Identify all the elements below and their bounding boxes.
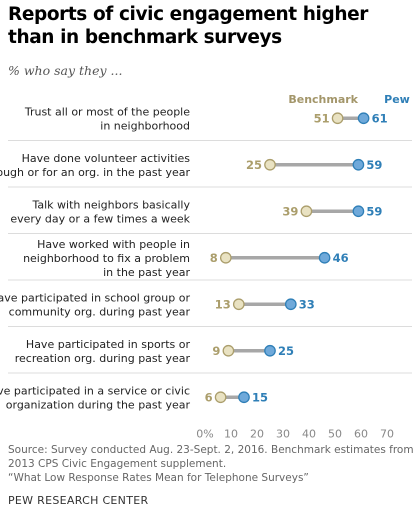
dot-plot: Benchmark Pew Trust all or most of the peo… xyxy=(0,93,412,441)
x-tick-label: 70 xyxy=(380,428,394,441)
row-label: neighborhood to fix a problem xyxy=(23,252,190,265)
source-line: Source: Survey conducted Aug. 23-Sept. 2… xyxy=(8,444,414,456)
pew-value-label: 61 xyxy=(372,111,388,125)
benchmark-dot xyxy=(264,158,276,171)
pew-value-label: 25 xyxy=(278,344,294,358)
source-line: 2013 CPS Civic Engagement supplement. xyxy=(8,458,227,470)
legend-benchmark: Benchmark xyxy=(288,93,358,106)
row-label: every day or a few times a week xyxy=(10,212,190,225)
chart-subtitle: % who say they ... xyxy=(8,63,123,78)
row-label: Have done volunteer activities xyxy=(22,152,191,165)
benchmark-dot xyxy=(331,112,344,125)
benchmark-dot xyxy=(219,251,232,264)
pew-value-label: 15 xyxy=(252,390,268,404)
publisher-footer: PEW RESEARCH CENTER xyxy=(8,494,149,507)
legend-pew: Pew xyxy=(384,93,410,106)
x-tick-label: 10 xyxy=(224,428,238,441)
title-line: Reports of civic engagement higher xyxy=(8,4,368,25)
benchmark-value-label: 39 xyxy=(282,204,298,218)
row-label: organization during the past year xyxy=(6,398,191,411)
benchmark-dot xyxy=(214,391,227,404)
pew-dot xyxy=(264,344,276,357)
row-label: Have participated in school group or xyxy=(0,291,190,304)
row-label: community org. during past year xyxy=(9,305,191,318)
pew-value-label: 46 xyxy=(333,251,349,265)
pew-dot xyxy=(352,205,365,218)
benchmark-dot xyxy=(222,344,235,357)
x-tick-label: 20 xyxy=(250,428,264,441)
row-label: Have participated in a service or civic xyxy=(0,384,190,397)
row-label: Have participated in sports or xyxy=(26,338,191,351)
chart-title: Reports of civic engagement higher than … xyxy=(8,3,412,49)
benchmark-value-label: 9 xyxy=(212,344,220,358)
benchmark-dot xyxy=(300,205,313,218)
benchmark-value-label: 51 xyxy=(314,111,330,125)
x-tick-label: 60 xyxy=(354,428,368,441)
benchmark-value-label: 13 xyxy=(215,297,231,311)
row-label: Have worked with people in xyxy=(37,238,190,251)
pew-dot xyxy=(318,251,331,264)
row-label: Talk with neighbors basically xyxy=(31,198,190,211)
row-label: in neighborhood xyxy=(100,119,190,132)
pew-value-label: 33 xyxy=(299,297,315,311)
pew-dot xyxy=(238,391,250,404)
pew-value-label: 59 xyxy=(366,158,382,172)
x-tick-label: 50 xyxy=(328,428,342,441)
benchmark-value-label: 8 xyxy=(210,251,218,265)
x-tick-label: 40 xyxy=(302,428,316,441)
source-note: Source: Survey conducted Aug. 23-Sept. 2… xyxy=(8,443,416,485)
benchmark-value-label: 6 xyxy=(205,390,213,404)
x-tick-label: 0% xyxy=(196,428,213,441)
pew-dot xyxy=(284,298,297,311)
row-label: in the past year xyxy=(103,266,190,279)
x-tick-label: 30 xyxy=(276,428,290,441)
row-label: recreation org. during past year xyxy=(15,352,191,365)
benchmark-dot xyxy=(232,298,245,311)
pew-dot xyxy=(352,158,365,171)
row-label: Trust all or most of the people xyxy=(24,105,190,118)
source-line: “What Low Response Rates Mean for Teleph… xyxy=(8,472,309,484)
pew-dot xyxy=(357,112,370,125)
title-line: than in benchmark surveys xyxy=(8,27,282,48)
benchmark-value-label: 25 xyxy=(246,158,262,172)
row-label: through or for an org. in the past year xyxy=(0,166,190,179)
pew-value-label: 59 xyxy=(366,204,382,218)
